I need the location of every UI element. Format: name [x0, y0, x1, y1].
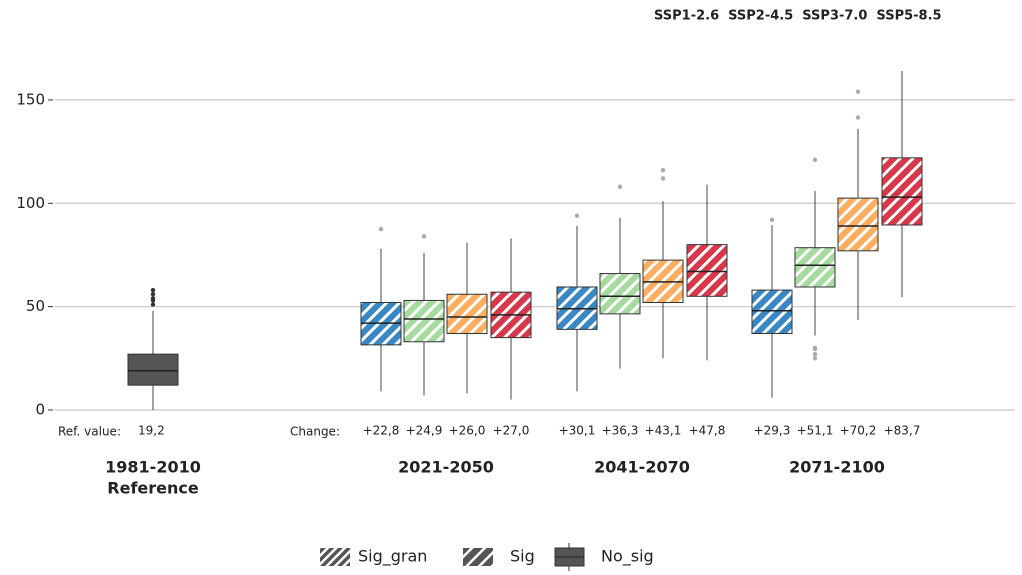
change-value: +26,0: [449, 424, 486, 438]
y-tick-label: 100: [16, 194, 45, 212]
category-label: 2021-2050: [398, 458, 494, 477]
box-body: [127, 353, 179, 386]
box-body: [686, 244, 728, 297]
legend-label: SSP1-2.6: [654, 9, 719, 24]
box: [881, 71, 923, 298]
flier: [150, 302, 156, 307]
flier: [812, 356, 818, 361]
flier: [855, 115, 861, 120]
flier: [378, 226, 384, 232]
box: [403, 234, 445, 396]
change-value: +24,9: [406, 424, 443, 438]
box: [837, 89, 879, 321]
flier: [769, 217, 775, 223]
box: [686, 184, 728, 361]
ref-value: 19,2: [138, 424, 165, 438]
category-sublabel: Reference: [107, 479, 199, 498]
change-label: Change:: [290, 425, 340, 439]
box-body: [837, 197, 879, 252]
box-body: [403, 299, 445, 343]
y-tick-label: 50: [26, 297, 45, 315]
legend-label: Sig: [510, 547, 535, 566]
legend-label: Sig_gran: [358, 547, 427, 567]
box: [446, 242, 488, 394]
change-value: +83,7: [884, 424, 921, 438]
change-value: +43,1: [645, 424, 682, 438]
flier: [812, 351, 818, 357]
legend-icon: [320, 548, 350, 566]
box: [127, 287, 179, 410]
change-value: +47,8: [689, 424, 726, 438]
y-tick-label: 150: [16, 90, 45, 108]
flier: [150, 292, 156, 297]
flier: [617, 184, 623, 189]
change-value: +70,2: [840, 424, 877, 438]
legend-label: SSP5-8.5: [876, 9, 941, 24]
flier: [660, 168, 666, 173]
legend-label: No_sig: [601, 547, 654, 567]
legend-icon: [463, 548, 493, 566]
legend-label: SSP3-7.0: [802, 9, 867, 24]
box: [642, 168, 684, 359]
category-label: 1981-2010: [105, 458, 201, 477]
box: [599, 184, 641, 369]
change-value: +30,1: [559, 424, 596, 438]
change-value: +36,3: [602, 424, 639, 438]
flier: [574, 213, 580, 218]
flier: [150, 287, 156, 293]
box-body: [446, 293, 488, 334]
box: [556, 213, 598, 392]
category-label: 2071-2100: [789, 458, 885, 477]
box: [794, 157, 836, 361]
legend-label: SSP2-4.5: [728, 9, 793, 24]
flier: [660, 176, 666, 181]
box-body: [881, 157, 923, 226]
bottom-legend: Sig_gran Sig No_sig: [320, 543, 654, 571]
category-label: 2041-2070: [594, 458, 690, 477]
box-body: [794, 247, 836, 288]
flier: [812, 157, 818, 163]
box-body: [751, 289, 793, 334]
box: [490, 238, 532, 400]
ref-label: Ref. value:: [58, 425, 121, 439]
box-body: [599, 273, 641, 315]
flier: [812, 346, 818, 352]
box: [360, 226, 402, 392]
y-tick-label: 0: [35, 400, 45, 418]
change-value: +51,1: [797, 424, 834, 438]
flier: [421, 234, 427, 239]
change-value: +22,8: [363, 424, 400, 438]
change-value: +27,0: [493, 424, 530, 438]
box: [751, 217, 793, 398]
flier: [855, 89, 861, 94]
flier: [150, 296, 156, 301]
change-value: +29,3: [754, 424, 791, 438]
